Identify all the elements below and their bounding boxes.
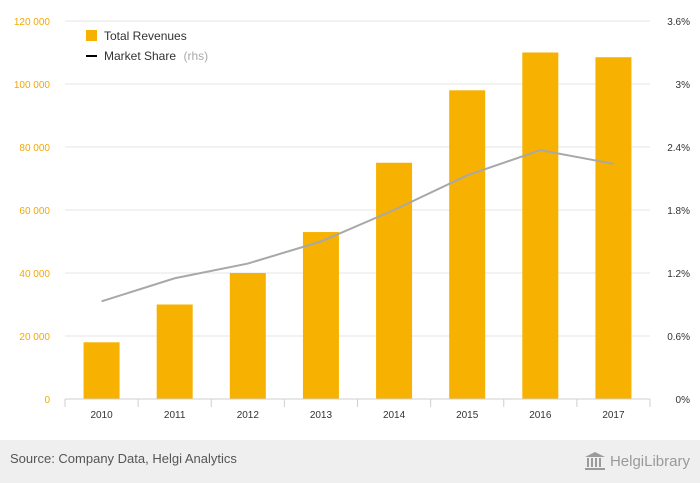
x-tick-label: 2014 [383,410,406,421]
y-left-tick-label: 100 000 [14,80,51,91]
legend: Total Revenues Market Share (rhs) [86,29,208,64]
library-building-icon [584,452,605,470]
y-right-tick-label: 1.8% [667,206,690,217]
bar-2013 [302,232,339,399]
y-right-tick-label: 0.6% [667,332,690,343]
y-right-tick-label: 3.6% [667,17,690,28]
source-text: Source: Company Data, Helgi Analytics [10,451,237,466]
legend-swatch-total-revenues [86,30,97,41]
bar-2010 [83,342,120,399]
footer: Source: Company Data, Helgi Analytics He… [0,440,700,483]
legend-label-total-revenues: Total Revenues [104,29,187,43]
bar-2011 [156,304,193,399]
chart: 0 20 000 40 000 60 000 80 000 100 000 120 000 0… [14,17,690,421]
market-share-line [101,149,614,303]
gridlines [65,20,650,400]
y-left-tick-label: 0 [44,395,50,406]
legend-label-market-share: Market Share (rhs) [104,47,208,64]
y-right-tick-label: 3% [676,80,691,91]
x-tick-label: 2012 [237,410,260,421]
bar-2017 [595,57,632,399]
logo-text: HelgiLibrary [609,452,690,470]
bar-series [83,52,632,400]
bar-2014 [376,162,413,399]
x-tick-label: 2017 [602,410,625,421]
axes: 0 20 000 40 000 60 000 80 000 100 000 120 000 0… [14,17,690,421]
y-right-tick-label: 1.2% [667,269,690,280]
y-left-tick-label: 20 000 [19,332,50,343]
helgilibrary-logo[interactable]: HelgiLibrary [584,448,690,474]
x-tick-label: 2013 [310,410,333,421]
y-left-tick-label: 40 000 [19,269,50,280]
bar-2012 [229,273,266,399]
x-tick-label: 2011 [164,410,186,421]
y-left-tick-label: 80 000 [19,143,50,154]
x-tick-label: 2016 [529,410,552,421]
bar-2016 [522,52,559,399]
line-series [101,149,614,303]
x-tick-label: 2010 [90,410,113,421]
y-right-tick-label: 0% [676,395,691,406]
x-tick-label: 2015 [456,410,479,421]
y-left-tick-label: 60 000 [19,206,50,217]
y-right-tick-label: 2.4% [667,143,690,154]
y-left-tick-label: 120 000 [14,17,51,28]
bar-2015 [449,90,486,400]
